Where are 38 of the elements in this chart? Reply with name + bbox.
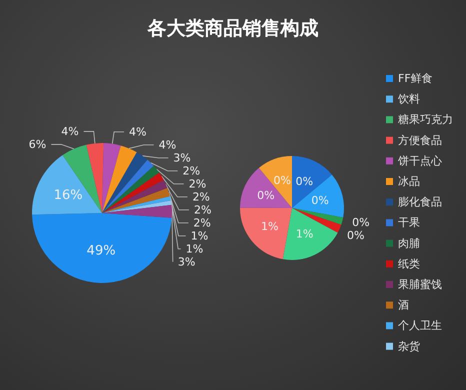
legend-label: 方便食品 bbox=[398, 134, 442, 147]
data-label: 16% bbox=[54, 188, 83, 204]
data-label: 1% bbox=[190, 229, 208, 242]
legend-label: 饼干点心 bbox=[397, 154, 442, 168]
legend-label: 膨化食品 bbox=[398, 196, 442, 209]
legend-label: 酒 bbox=[398, 298, 409, 312]
data-label: 0% bbox=[311, 194, 329, 208]
data-label: 2% bbox=[194, 203, 212, 216]
data-label: 4% bbox=[61, 124, 79, 138]
data-label: 0% bbox=[273, 174, 291, 188]
data-label: 1% bbox=[260, 220, 278, 234]
legend-label: 个人卫生 bbox=[398, 319, 442, 332]
legend-label: FF鲜食 bbox=[398, 72, 433, 85]
data-label: 1% bbox=[186, 242, 204, 256]
data-label: 4% bbox=[129, 125, 147, 138]
data-label: 0% bbox=[257, 189, 275, 202]
data-label: 1% bbox=[296, 228, 314, 241]
data-label: 2% bbox=[182, 164, 200, 178]
data-label: 2% bbox=[193, 216, 211, 230]
legend-label: 冰品 bbox=[398, 175, 420, 188]
legend-label: 杂货 bbox=[398, 340, 420, 353]
legend-label: 饮料 bbox=[397, 92, 420, 106]
legend-label: 糖果巧克力 bbox=[398, 113, 453, 126]
data-label: 0% bbox=[346, 229, 364, 242]
data-label: 3% bbox=[178, 255, 196, 268]
data-label: 4% bbox=[158, 138, 176, 152]
data-label: 0% bbox=[296, 175, 314, 188]
legend-label: 果脯蜜饯 bbox=[398, 278, 442, 291]
data-label: 0% bbox=[352, 216, 370, 230]
data-label: 2% bbox=[192, 190, 210, 204]
data-label: 49% bbox=[86, 243, 116, 258]
data-label: 2% bbox=[188, 177, 206, 190]
data-label: 3% bbox=[173, 151, 191, 164]
legend-label: 纸类 bbox=[398, 257, 420, 270]
legend-label: 干果 bbox=[398, 216, 420, 230]
chart-title: 各大类商品销售构成 bbox=[146, 18, 318, 40]
data-label: 6% bbox=[28, 138, 46, 151]
legend-label: 肉脯 bbox=[398, 236, 420, 250]
